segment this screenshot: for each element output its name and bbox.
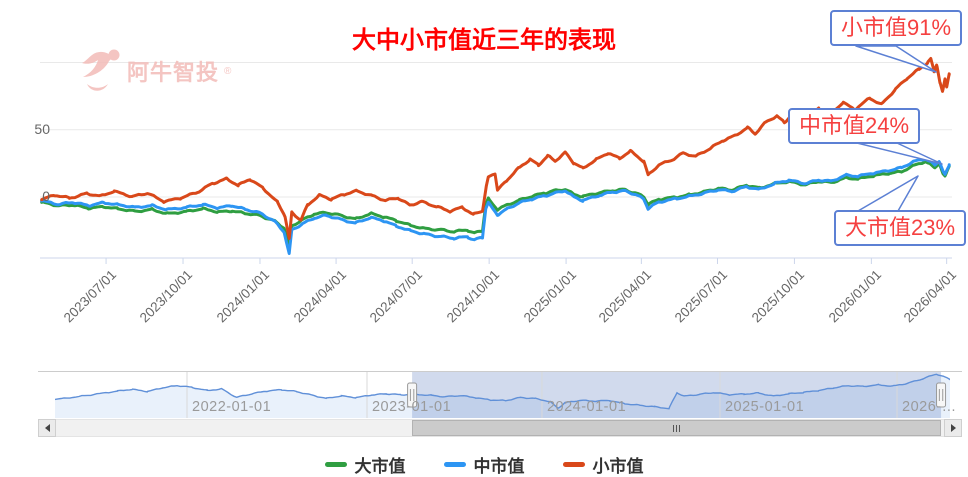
scrollbar-right-button[interactable] — [944, 419, 962, 437]
navigator-plot[interactable] — [55, 372, 950, 418]
scrollbar-left-button[interactable] — [38, 419, 56, 437]
legend-label: 小市值 — [592, 457, 644, 476]
navigator-area — [55, 374, 950, 418]
series-line-中市值 — [40, 157, 951, 255]
navigator-right-handle[interactable] — [936, 382, 947, 408]
scrollbar-track[interactable] — [56, 419, 944, 437]
legend-item-大市值[interactable]: 大市值 — [324, 452, 406, 477]
scrollbar-thumb[interactable] — [412, 420, 941, 436]
navigator-year-label: 2023-01-01 — [371, 399, 452, 415]
legend-item-中市值[interactable]: 中市值 — [443, 452, 525, 477]
navigator-year-label: 2024-01-01 — [546, 399, 627, 415]
legend-swatch — [324, 462, 347, 467]
navigator-year-label: 2025-01-01 — [724, 399, 805, 415]
y-axis-label: 50 — [34, 120, 50, 137]
bull-swoosh-icon — [82, 49, 120, 91]
scrollbar — [38, 419, 962, 437]
navigator-left-handle[interactable] — [407, 382, 418, 408]
legend-swatch — [562, 462, 585, 467]
callout-tail-small — [855, 45, 937, 73]
callout-small-cap: 小市值91% — [830, 10, 963, 46]
legend-item-小市值[interactable]: 小市值 — [562, 452, 644, 477]
watermark-text: 阿牛智投 — [127, 60, 220, 85]
navigator-line — [55, 373, 950, 410]
navigator-year-label: 2022-01-01 — [192, 399, 272, 415]
navigator-year-label: 2026-… — [902, 399, 957, 415]
legend-label: 中市值 — [473, 457, 525, 476]
scrollbar-grip-icon — [673, 424, 680, 432]
left-arrow-icon — [44, 424, 50, 432]
callout-tail-mid — [856, 142, 943, 165]
right-arrow-icon — [950, 424, 956, 432]
legend-label: 大市值 — [354, 457, 406, 476]
callout-tail-large — [857, 175, 919, 212]
watermark-logo: 阿牛智投 ® — [80, 48, 231, 94]
callout-mid-cap: 中市值24% — [788, 108, 921, 144]
callout-large-cap: 大市值23% — [834, 210, 967, 246]
y-axis-label: 0 — [42, 188, 50, 204]
chart-title: 大中小市值近三年的表现 — [352, 27, 616, 54]
legend: 大市值 中市值 小市值 — [0, 452, 968, 477]
registered-mark: ® — [224, 65, 232, 77]
legend-swatch — [443, 462, 466, 467]
